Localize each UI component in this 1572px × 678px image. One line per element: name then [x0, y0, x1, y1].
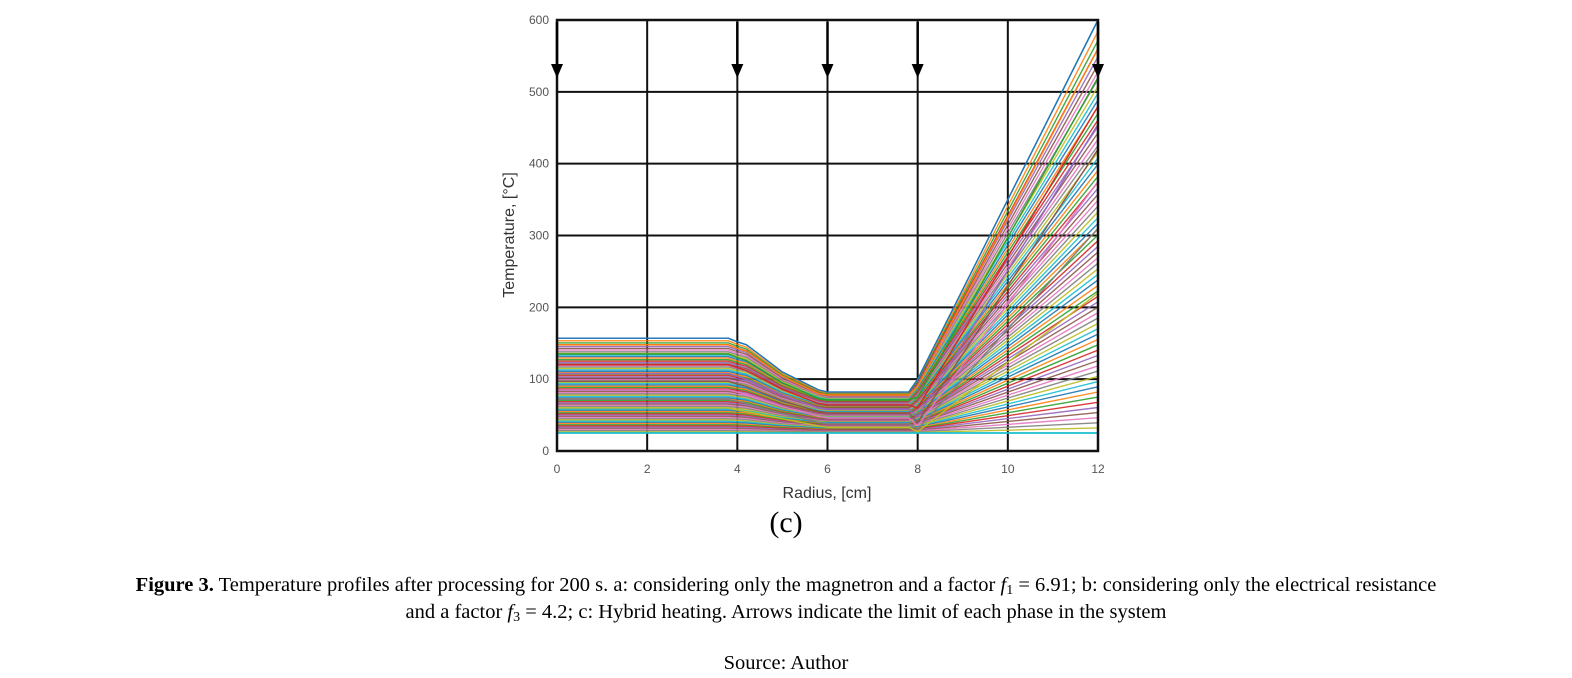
- arrow-head: [911, 64, 924, 78]
- temperature-profile-series: [557, 181, 1099, 427]
- caption-f3-symbol: f: [507, 601, 514, 623]
- caption-f1-subscript: 1: [1006, 583, 1014, 598]
- y-axis-ticks: 0 100 200 300 400 500 600: [529, 13, 549, 458]
- y-tick-label: 400: [529, 157, 549, 171]
- temperature-profile-series: [557, 227, 1099, 431]
- x-tick-label: 0: [554, 462, 561, 476]
- temperature-profile-series: [557, 123, 1099, 418]
- arrow-head: [731, 64, 744, 78]
- x-tick-label: 2: [644, 462, 651, 476]
- x-tick-label: 8: [914, 462, 921, 476]
- y-tick-label: 0: [542, 444, 549, 458]
- arrow-head: [1092, 64, 1104, 78]
- caption-f3-value: = 4.2; c: Hybrid heating. Arrows indicat…: [520, 601, 1167, 623]
- caption-text-1: Temperature profiles after processing fo…: [213, 574, 1001, 596]
- x-tick-label: 6: [824, 462, 831, 476]
- caption-text-2: and a factor: [405, 601, 508, 623]
- caption-f1-value: = 6.91; b: considering only the electric…: [1013, 574, 1437, 596]
- arrow-head: [551, 64, 563, 78]
- temperature-profiles: [557, 19, 1099, 434]
- y-axis-label: Temperature, [°C]: [501, 172, 518, 298]
- figure-caption: Figure 3. Temperature profiles after pro…: [20, 572, 1552, 626]
- temperature-profile-series: [557, 105, 1099, 409]
- caption-f3-subscript: 3: [513, 610, 521, 625]
- x-tick-label: 10: [1001, 462, 1015, 476]
- y-tick-label: 500: [529, 85, 549, 99]
- caption-figure-label: Figure 3.: [135, 574, 214, 596]
- temperature-profile-series: [557, 19, 1099, 393]
- caption-f1-symbol: f: [1000, 574, 1007, 596]
- source-note: Source: Author: [723, 652, 849, 674]
- temperature-profile-series: [557, 292, 1099, 433]
- x-axis-ticks: 0 2 4 6 8 10 12: [554, 462, 1105, 476]
- x-tick-label: 4: [734, 462, 741, 476]
- temperature-profile-series: [557, 148, 1099, 424]
- chart-frame: [555, 18, 1100, 453]
- y-tick-label: 200: [529, 300, 549, 314]
- y-tick-label: 100: [529, 372, 549, 386]
- plot-frame: [555, 18, 1100, 453]
- phase-boundary-arrows: [551, 22, 1104, 78]
- temperature-profile-series: [557, 77, 1099, 401]
- down-arrow-icon: [821, 22, 834, 78]
- down-arrow-icon: [911, 22, 924, 78]
- arrow-head: [821, 64, 834, 78]
- x-axis-label: Radius, [cm]: [783, 485, 872, 502]
- y-tick-label: 600: [529, 13, 549, 27]
- temperature-profile-series: [557, 48, 1099, 396]
- x-tick-label: 12: [1091, 462, 1105, 476]
- temperature-chart: 0 2 4 6 8 10 12 0 100 200 300 400 500 600 Radius, [c…: [501, 13, 1105, 502]
- down-arrow-icon: [551, 22, 563, 78]
- y-tick-label: 300: [529, 229, 549, 243]
- down-arrow-icon: [1092, 22, 1104, 78]
- panel-label: (c): [769, 506, 803, 539]
- down-arrow-icon: [731, 22, 744, 78]
